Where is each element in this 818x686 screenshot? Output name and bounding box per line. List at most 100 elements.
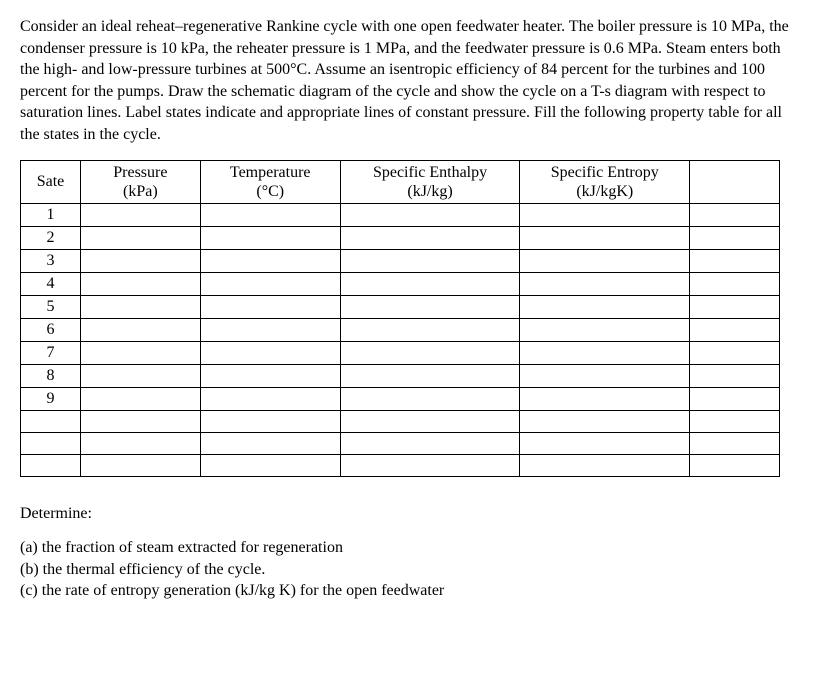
header-entropy: Specific Entropy (kJ/kgK) [520,160,690,203]
header-state: Sate [21,160,81,203]
header-temperature: Temperature (°C) [200,160,340,203]
cell-temperature [200,318,340,341]
header-temperature-unit: (°C) [256,183,284,200]
cell-entropy [520,203,690,226]
cell-end [690,454,780,476]
cell-enthalpy [340,387,520,410]
table-row [21,410,780,432]
cell-pressure [80,226,200,249]
cell-enthalpy [340,454,520,476]
cell-temperature [200,410,340,432]
cell-entropy [520,249,690,272]
cell-pressure [80,341,200,364]
cell-enthalpy [340,410,520,432]
problem-statement: Consider an ideal reheat–regenerative Ra… [20,16,798,146]
cell-end [690,364,780,387]
cell-end [690,432,780,454]
cell-pressure [80,364,200,387]
cell-state: 6 [21,318,81,341]
cell-entropy [520,341,690,364]
property-table: Sate Pressure (kPa) Temperature (°C) Spe… [20,160,780,477]
cell-temperature [200,295,340,318]
cell-enthalpy [340,226,520,249]
cell-temperature [200,364,340,387]
cell-end [690,295,780,318]
cell-end [690,249,780,272]
cell-state: 3 [21,249,81,272]
cell-pressure [80,249,200,272]
cell-pressure [80,432,200,454]
table-row [21,454,780,476]
header-pressure-label: Pressure [113,164,167,181]
question-list: (a) the fraction of steam extracted for … [20,537,798,602]
table-row: 8 [21,364,780,387]
cell-entropy [520,318,690,341]
cell-state: 4 [21,272,81,295]
cell-state: 9 [21,387,81,410]
table-row: 6 [21,318,780,341]
table-header-row: Sate Pressure (kPa) Temperature (°C) Spe… [21,160,780,203]
header-pressure-unit: (kPa) [123,183,158,200]
cell-enthalpy [340,364,520,387]
table-row: 1 [21,203,780,226]
cell-temperature [200,272,340,295]
cell-pressure [80,387,200,410]
cell-pressure [80,295,200,318]
cell-entropy [520,454,690,476]
header-enthalpy: Specific Enthalpy (kJ/kg) [340,160,520,203]
cell-pressure [80,410,200,432]
table-row: 4 [21,272,780,295]
cell-state [21,432,81,454]
header-temperature-label: Temperature [230,164,311,181]
cell-entropy [520,364,690,387]
cell-enthalpy [340,295,520,318]
cell-end [690,226,780,249]
cell-enthalpy [340,432,520,454]
cell-enthalpy [340,341,520,364]
determine-label: Determine: [20,505,798,523]
cell-enthalpy [340,318,520,341]
cell-entropy [520,226,690,249]
cell-temperature [200,249,340,272]
table-row [21,432,780,454]
cell-pressure [80,272,200,295]
cell-enthalpy [340,249,520,272]
cell-entropy [520,432,690,454]
cell-state [21,410,81,432]
cell-temperature [200,387,340,410]
cell-end [690,203,780,226]
cell-temperature [200,341,340,364]
header-enthalpy-label: Specific Enthalpy [373,164,487,181]
cell-state: 8 [21,364,81,387]
cell-state: 7 [21,341,81,364]
cell-entropy [520,272,690,295]
cell-end [690,341,780,364]
table-row: 9 [21,387,780,410]
cell-state: 2 [21,226,81,249]
cell-state: 1 [21,203,81,226]
cell-enthalpy [340,272,520,295]
cell-state: 5 [21,295,81,318]
cell-pressure [80,454,200,476]
cell-temperature [200,454,340,476]
table-row: 5 [21,295,780,318]
cell-temperature [200,432,340,454]
cell-end [690,410,780,432]
question-c: (c) the rate of entropy generation (kJ/k… [20,580,798,602]
cell-end [690,272,780,295]
question-b: (b) the thermal efficiency of the cycle. [20,559,798,581]
cell-end [690,318,780,341]
cell-entropy [520,387,690,410]
cell-end [690,387,780,410]
question-a: (a) the fraction of steam extracted for … [20,537,798,559]
cell-enthalpy [340,203,520,226]
cell-entropy [520,295,690,318]
header-enthalpy-unit: (kJ/kg) [407,183,452,200]
cell-pressure [80,203,200,226]
header-entropy-label: Specific Entropy [551,164,659,181]
cell-entropy [520,410,690,432]
cell-pressure [80,318,200,341]
cell-temperature [200,226,340,249]
table-row: 3 [21,249,780,272]
table-row: 7 [21,341,780,364]
